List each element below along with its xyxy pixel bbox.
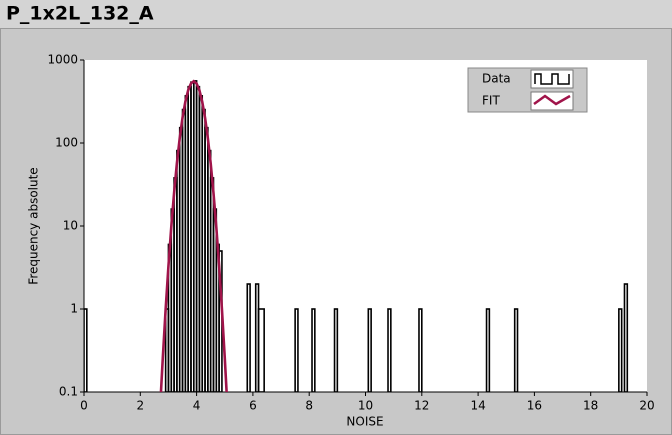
- histogram-bar: [84, 308, 88, 392]
- fit-line: [159, 79, 228, 392]
- plot-area: [84, 60, 647, 392]
- histogram-bar: [623, 283, 629, 392]
- legend-swatch: [534, 73, 570, 85]
- x-tick-label: 20: [639, 399, 654, 413]
- plot-marks: [84, 79, 629, 392]
- histogram-bar: [294, 308, 299, 392]
- legend-label: FIT: [482, 94, 500, 108]
- x-tick-label: 4: [193, 399, 201, 413]
- x-tick-label: 10: [358, 399, 373, 413]
- legend-swatch: [533, 94, 571, 106]
- histogram-bar: [387, 308, 392, 392]
- legend-label: Data: [482, 72, 511, 86]
- title-bar: [0, 0, 672, 28]
- y-tick-label: 1000: [47, 53, 78, 67]
- chart-title: P_1x2L_132_A: [6, 3, 154, 25]
- histogram-bar: [485, 308, 491, 392]
- legend: Data FIT: [467, 67, 588, 113]
- x-tick-label: 14: [470, 399, 485, 413]
- x-tick-label: 8: [305, 399, 313, 413]
- x-tick-label: 6: [249, 399, 257, 413]
- histogram-bar: [367, 308, 372, 392]
- y-tick-label: 1: [70, 302, 78, 316]
- y-tick-label: 100: [55, 136, 78, 150]
- histogram-bar: [418, 308, 423, 392]
- histogram-bar: [513, 308, 519, 392]
- histogram-bar: [257, 308, 265, 392]
- x-tick-label: 16: [527, 399, 542, 413]
- histogram-bar: [246, 283, 251, 392]
- x-tick-label: 18: [583, 399, 598, 413]
- y-axis-label: Frequency absolute: [27, 167, 41, 284]
- histogram-bar: [618, 308, 623, 392]
- histogram-bar: [333, 308, 339, 392]
- x-tick-label: 12: [414, 399, 429, 413]
- y-tick-label: 10: [63, 219, 78, 233]
- x-axis-label: NOISE: [346, 415, 383, 429]
- histogram-bar: [311, 308, 316, 392]
- y-tick-label: 0.1: [59, 385, 78, 399]
- x-tick-label: 2: [136, 399, 144, 413]
- x-tick-label: 0: [80, 399, 88, 413]
